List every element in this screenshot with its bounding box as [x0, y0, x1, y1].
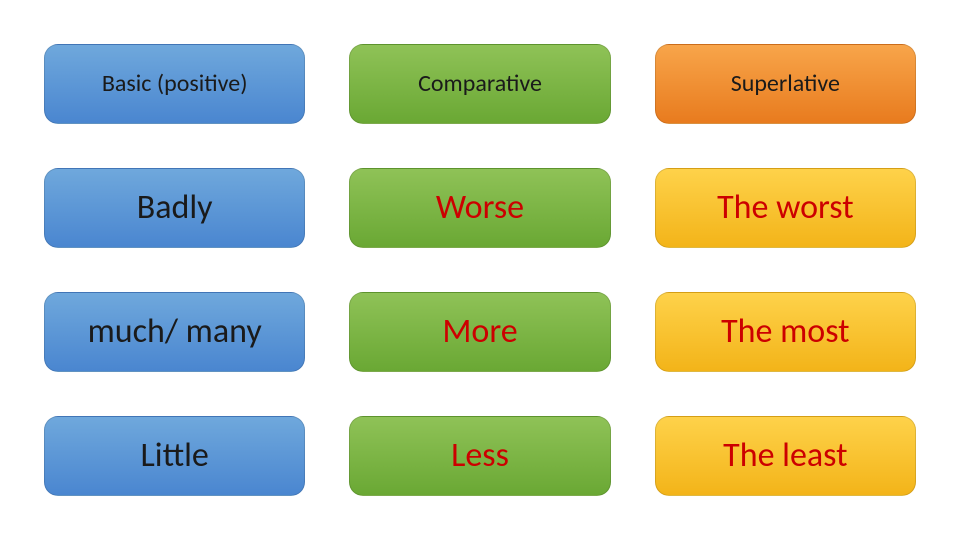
row2-superlative: The most [655, 292, 916, 372]
row1-basic: Badly [44, 168, 305, 248]
header-basic: Basic (positive) [44, 44, 305, 124]
header-comparative: Comparative [349, 44, 610, 124]
row2-basic: much/ many [44, 292, 305, 372]
row1-comparative: Worse [349, 168, 610, 248]
row1-superlative: The worst [655, 168, 916, 248]
row3-superlative: The least [655, 416, 916, 496]
slide-grid: Basic (positive) Comparative Superlative… [0, 0, 960, 540]
row2-comparative: More [349, 292, 610, 372]
row3-comparative: Less [349, 416, 610, 496]
header-superlative: Superlative [655, 44, 916, 124]
row3-basic: Little [44, 416, 305, 496]
